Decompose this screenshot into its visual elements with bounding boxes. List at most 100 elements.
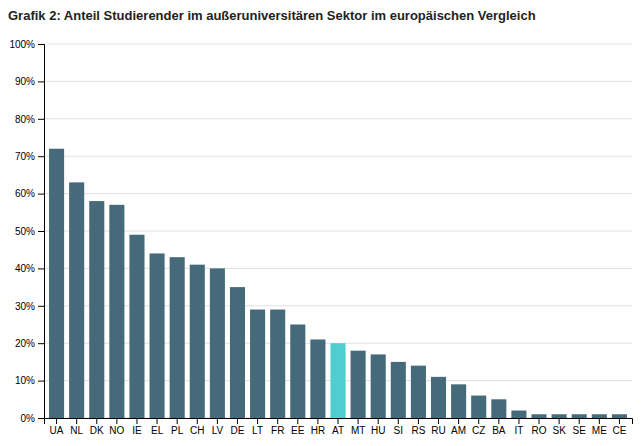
tick-mark bbox=[418, 418, 419, 424]
tick-label: BA bbox=[492, 425, 506, 436]
tick-mark bbox=[539, 418, 540, 424]
tick-label: 80% bbox=[15, 114, 35, 125]
bar bbox=[170, 257, 185, 418]
tick-mark bbox=[38, 44, 44, 45]
grid-line bbox=[44, 156, 632, 157]
tick: 50% bbox=[15, 226, 44, 237]
tick-mark bbox=[217, 418, 218, 424]
tick-label: SE bbox=[573, 425, 587, 436]
grid bbox=[44, 44, 632, 418]
bar bbox=[511, 411, 526, 418]
tick-label: 50% bbox=[15, 226, 35, 237]
bar bbox=[552, 414, 567, 418]
tick-mark bbox=[116, 418, 117, 424]
tick: 70% bbox=[15, 151, 44, 162]
chart: Grafik 2: Anteil Studierender im außerun… bbox=[0, 0, 644, 446]
tick-mark bbox=[438, 418, 439, 424]
tick-label: RU bbox=[431, 425, 445, 436]
tick: LV bbox=[212, 418, 224, 436]
tick-label: PL bbox=[171, 425, 184, 436]
tick: RO bbox=[532, 418, 547, 436]
tick: 100% bbox=[9, 39, 44, 50]
tick: 30% bbox=[15, 301, 44, 312]
tick: HU bbox=[371, 418, 385, 436]
tick-label: UA bbox=[50, 425, 64, 436]
bars bbox=[49, 149, 627, 418]
tick-mark bbox=[96, 418, 97, 424]
tick-mark bbox=[338, 418, 339, 424]
tick: 90% bbox=[15, 76, 44, 87]
tick-label: ME bbox=[592, 425, 607, 436]
tick: PL bbox=[171, 418, 184, 436]
tick-label: 60% bbox=[15, 188, 35, 199]
tick-mark bbox=[257, 418, 258, 424]
tick-mark bbox=[136, 418, 137, 424]
grid-line bbox=[44, 193, 632, 194]
tick: HR bbox=[311, 418, 325, 436]
bar bbox=[592, 414, 607, 418]
tick-mark bbox=[237, 418, 238, 424]
tick: FR bbox=[271, 418, 284, 436]
tick-label: HU bbox=[371, 425, 385, 436]
tick-mark bbox=[38, 119, 44, 120]
tick-mark bbox=[378, 418, 379, 424]
tick-mark bbox=[478, 418, 479, 424]
tick-label: 70% bbox=[15, 151, 35, 162]
tick-mark bbox=[177, 418, 178, 424]
tick-mark bbox=[38, 194, 44, 195]
tick: AT bbox=[332, 418, 344, 436]
tick-mark bbox=[458, 418, 459, 424]
tick-mark bbox=[358, 418, 359, 424]
y-axis: 0% 10% 20% 30% 40% 50% 60% 70% 80% 90% 100% bbox=[9, 39, 44, 424]
tick: IT bbox=[514, 418, 523, 436]
tick-label: FR bbox=[271, 425, 284, 436]
bar bbox=[290, 325, 305, 419]
tick-label: DK bbox=[90, 425, 104, 436]
title: Grafik 2: Anteil Studierender im außerun… bbox=[8, 8, 536, 23]
tick-label: 20% bbox=[15, 338, 35, 349]
tick: 40% bbox=[15, 263, 44, 274]
tick: 0% bbox=[21, 413, 44, 424]
tick-label: AM bbox=[451, 425, 466, 436]
tick-label: 0% bbox=[21, 413, 36, 424]
tick: UA bbox=[50, 418, 64, 436]
tick: NL bbox=[70, 418, 83, 436]
bar bbox=[431, 377, 446, 418]
tick-mark bbox=[498, 418, 499, 424]
tick-mark bbox=[599, 418, 600, 424]
tick: CE bbox=[612, 418, 626, 436]
tick-label: 100% bbox=[9, 39, 35, 50]
axis-line bbox=[38, 45, 45, 419]
tick-label: CE bbox=[612, 425, 626, 436]
grid-line bbox=[44, 118, 632, 119]
tick: 60% bbox=[15, 188, 44, 199]
tick: CH bbox=[190, 418, 204, 436]
tick-label: IE bbox=[132, 425, 142, 436]
tick-label: 30% bbox=[15, 301, 35, 312]
tick-label: 40% bbox=[15, 263, 35, 274]
bar bbox=[471, 396, 486, 418]
tick-mark bbox=[38, 306, 44, 307]
bar bbox=[150, 253, 165, 418]
tick-mark bbox=[518, 418, 519, 424]
bar bbox=[109, 205, 124, 418]
bar bbox=[270, 310, 285, 418]
bar bbox=[190, 265, 205, 418]
tick: ME bbox=[592, 418, 607, 436]
bar bbox=[89, 201, 104, 418]
tick: SE bbox=[573, 418, 587, 436]
bar bbox=[391, 362, 406, 418]
tick-label: NL bbox=[70, 425, 83, 436]
tick-label: 90% bbox=[15, 76, 35, 87]
bar bbox=[330, 343, 345, 418]
tick: EL bbox=[151, 418, 164, 436]
bar bbox=[572, 414, 587, 418]
tick: MT bbox=[351, 418, 365, 436]
tick-label: 10% bbox=[15, 375, 35, 386]
tick-label: LT bbox=[252, 425, 263, 436]
tick-mark bbox=[297, 418, 298, 424]
tick: DK bbox=[90, 418, 104, 436]
tick-label: EE bbox=[291, 425, 305, 436]
tick-mark bbox=[277, 418, 278, 424]
tick-mark bbox=[38, 343, 44, 344]
